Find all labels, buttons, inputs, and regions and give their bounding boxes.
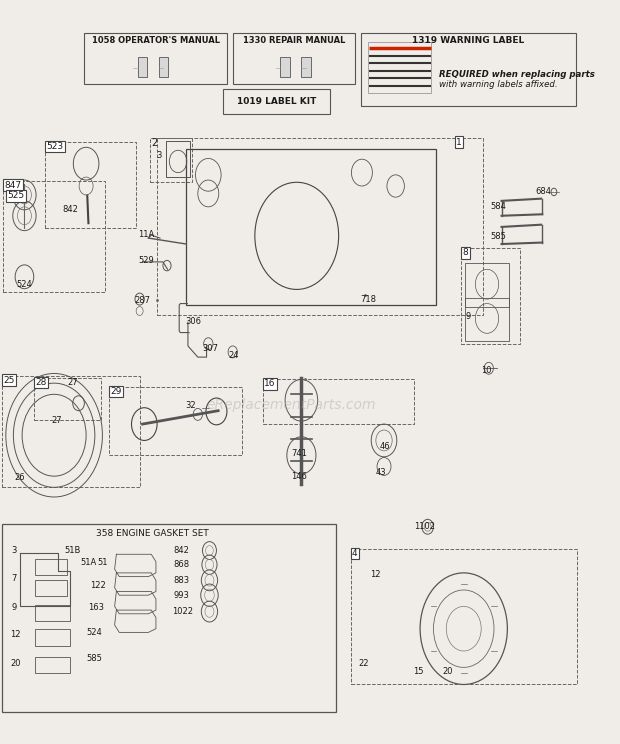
Bar <box>159 57 168 77</box>
Bar <box>35 605 70 621</box>
Text: 15: 15 <box>413 667 423 676</box>
Text: 307: 307 <box>203 344 218 353</box>
Text: 585: 585 <box>490 232 507 241</box>
Text: eReplacementParts.com: eReplacementParts.com <box>206 399 376 412</box>
Text: 11A: 11A <box>138 230 155 239</box>
Text: 287: 287 <box>135 296 151 305</box>
Text: 51B: 51B <box>64 546 81 555</box>
Text: 20: 20 <box>11 659 21 668</box>
Bar <box>2 376 140 487</box>
Text: 883: 883 <box>174 576 190 585</box>
Text: 1022: 1022 <box>172 607 193 616</box>
Text: 585: 585 <box>86 654 102 663</box>
Text: 523: 523 <box>46 142 64 151</box>
Text: 1: 1 <box>456 138 462 147</box>
Bar <box>301 57 311 77</box>
Text: 1019 LABEL KIT: 1019 LABEL KIT <box>237 97 317 106</box>
Text: 842: 842 <box>63 205 79 214</box>
Bar <box>3 181 105 292</box>
Text: REQUIRED when replacing parts: REQUIRED when replacing parts <box>440 70 595 79</box>
Text: 9: 9 <box>466 312 471 321</box>
Text: 993: 993 <box>174 591 189 600</box>
Text: 1058 OPERATOR'S MANUAL: 1058 OPERATOR'S MANUAL <box>92 36 220 45</box>
Text: 51: 51 <box>98 558 108 567</box>
Text: 163: 163 <box>89 603 104 612</box>
Text: 741: 741 <box>291 449 307 458</box>
Text: 4: 4 <box>352 549 358 558</box>
Text: 1319 WARNING LABEL: 1319 WARNING LABEL <box>412 36 525 45</box>
Text: 306: 306 <box>185 317 201 326</box>
Text: 122: 122 <box>90 581 106 590</box>
Bar <box>35 559 67 575</box>
Text: 146: 146 <box>291 472 307 481</box>
Bar <box>45 142 136 228</box>
Text: 20: 20 <box>442 667 453 676</box>
Bar <box>466 263 509 307</box>
Bar <box>361 33 576 106</box>
Bar <box>351 549 577 684</box>
Bar <box>263 379 414 424</box>
Text: 3: 3 <box>156 151 161 160</box>
Text: with warning labels affixed.: with warning labels affixed. <box>440 80 558 89</box>
Bar <box>186 149 436 305</box>
Text: 524: 524 <box>86 628 102 637</box>
Bar <box>232 33 355 84</box>
Text: 8: 8 <box>463 248 468 257</box>
Bar <box>138 57 147 77</box>
Text: 7: 7 <box>12 574 17 583</box>
Bar <box>35 580 67 596</box>
Text: 51A: 51A <box>81 558 97 567</box>
Text: 16: 16 <box>264 379 276 388</box>
Text: 22: 22 <box>358 659 369 668</box>
Bar <box>280 57 290 77</box>
Bar <box>150 138 192 182</box>
Bar <box>466 298 509 341</box>
Text: 32: 32 <box>185 401 196 410</box>
Text: 26: 26 <box>14 473 25 482</box>
Text: 29: 29 <box>110 387 122 396</box>
Bar <box>223 89 330 114</box>
Bar <box>461 248 520 344</box>
Text: 10: 10 <box>480 366 491 375</box>
Bar <box>2 524 336 712</box>
Text: 529: 529 <box>138 256 154 265</box>
Bar <box>35 657 70 673</box>
Bar <box>166 141 190 177</box>
Text: 43: 43 <box>375 468 386 477</box>
Text: 9: 9 <box>12 603 17 612</box>
Bar <box>157 138 483 315</box>
Text: 718: 718 <box>361 295 377 304</box>
Text: 847: 847 <box>4 181 21 190</box>
Text: 1102: 1102 <box>414 522 435 531</box>
Text: 3: 3 <box>12 546 17 555</box>
Text: 842: 842 <box>174 546 189 555</box>
Text: 12: 12 <box>370 570 381 579</box>
Text: 12: 12 <box>11 630 21 639</box>
Text: 584: 584 <box>490 202 507 211</box>
Text: 27: 27 <box>67 378 78 387</box>
Text: 525: 525 <box>7 191 25 200</box>
Text: 2: 2 <box>151 138 157 148</box>
Text: 25: 25 <box>3 376 14 385</box>
Bar <box>33 378 100 420</box>
Text: 684: 684 <box>535 187 551 196</box>
Text: 46: 46 <box>379 442 390 451</box>
Text: 358 ENGINE GASKET SET: 358 ENGINE GASKET SET <box>96 529 209 538</box>
Text: 524: 524 <box>16 280 32 289</box>
Bar <box>109 387 242 455</box>
Bar <box>35 629 70 646</box>
Text: 27: 27 <box>51 416 62 425</box>
Bar <box>84 33 227 84</box>
Text: 24: 24 <box>229 351 239 360</box>
Bar <box>368 42 431 93</box>
Text: 28: 28 <box>35 378 46 387</box>
Text: 868: 868 <box>174 560 190 569</box>
Text: 1330 REPAIR MANUAL: 1330 REPAIR MANUAL <box>242 36 345 45</box>
